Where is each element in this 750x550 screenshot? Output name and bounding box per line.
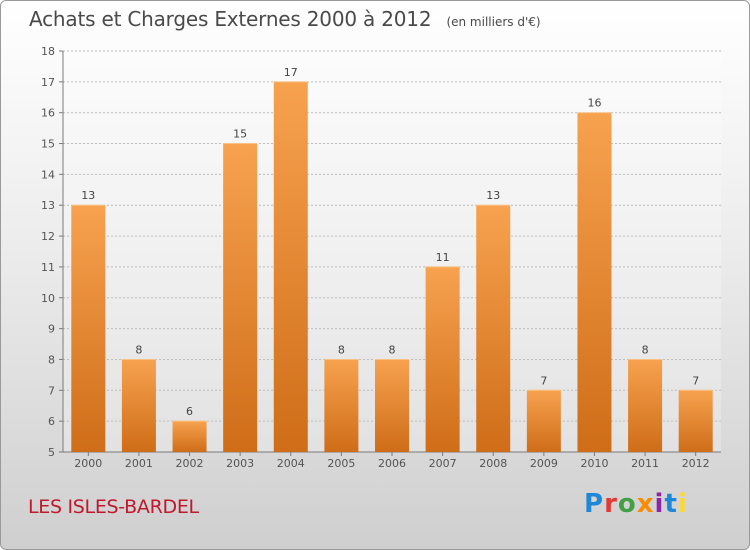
chart-header: Achats et Charges Externes 2000 à 2012 (… xyxy=(29,7,541,31)
logo-letter: t xyxy=(664,489,678,519)
x-tick-label: 2008 xyxy=(479,457,507,470)
logo-letter: P xyxy=(584,489,605,519)
y-tick-label: 16 xyxy=(41,107,55,120)
x-tick-label: 2009 xyxy=(530,457,558,470)
y-tick-label: 7 xyxy=(48,384,55,397)
data-label: 8 xyxy=(135,343,142,356)
y-tick-label: 13 xyxy=(41,199,55,212)
bar xyxy=(273,81,308,452)
bar xyxy=(324,359,359,452)
data-label: 8 xyxy=(389,343,396,356)
commune-name: LES ISLES-BARDEL xyxy=(28,496,199,518)
data-label: 17 xyxy=(284,66,298,79)
logo-letter: x xyxy=(636,489,655,519)
x-tick-label: 2003 xyxy=(226,457,254,470)
data-label: 8 xyxy=(642,343,649,356)
bar xyxy=(375,359,409,452)
chart-subtitle: (en milliers d'€) xyxy=(446,15,541,29)
y-tick-label: 17 xyxy=(41,76,55,89)
data-label: 8 xyxy=(338,343,345,356)
bar xyxy=(577,112,612,452)
bar xyxy=(121,359,156,452)
data-label: 7 xyxy=(540,374,547,387)
y-tick-label: 15 xyxy=(41,138,55,151)
logo-letter: i xyxy=(654,489,665,519)
logo-letter: r xyxy=(604,489,618,519)
data-label: 7 xyxy=(692,374,699,387)
y-tick-label: 6 xyxy=(48,415,55,428)
bar xyxy=(425,266,460,452)
y-tick-label: 5 xyxy=(48,446,55,459)
proxiti-logo[interactable]: Proxiti xyxy=(584,489,688,519)
x-tick-label: 2002 xyxy=(176,457,204,470)
x-tick-label: 2007 xyxy=(429,457,457,470)
bar xyxy=(678,390,713,452)
y-tick-label: 9 xyxy=(48,323,55,336)
data-label: 6 xyxy=(186,405,193,418)
data-label: 16 xyxy=(587,97,601,110)
data-label: 13 xyxy=(81,189,95,202)
y-tick-label: 10 xyxy=(41,292,55,305)
y-tick-label: 12 xyxy=(41,230,55,243)
logo-letter: o xyxy=(617,489,637,519)
y-tick-label: 14 xyxy=(41,168,55,181)
x-tick-label: 2010 xyxy=(580,457,608,470)
y-tick-label: 11 xyxy=(41,261,55,274)
bar xyxy=(476,205,511,452)
x-tick-label: 2011 xyxy=(631,457,659,470)
chart-title: Achats et Charges Externes 2000 à 2012 xyxy=(29,7,432,31)
data-label: 13 xyxy=(486,189,500,202)
x-tick-label: 2005 xyxy=(327,457,355,470)
logo-letter: i xyxy=(677,489,688,519)
bar xyxy=(172,421,207,452)
x-tick-label: 2006 xyxy=(378,457,406,470)
bar xyxy=(628,359,663,452)
data-label: 15 xyxy=(233,128,247,141)
x-tick-label: 2004 xyxy=(277,457,305,470)
y-tick-label: 18 xyxy=(41,45,55,58)
data-label: 11 xyxy=(436,251,450,264)
x-tick-label: 2012 xyxy=(682,457,710,470)
x-tick-label: 2000 xyxy=(74,457,102,470)
x-tick-label: 2001 xyxy=(125,457,153,470)
bar xyxy=(526,390,561,452)
bar xyxy=(71,205,106,452)
bar xyxy=(223,143,258,453)
y-tick-label: 8 xyxy=(48,353,55,366)
